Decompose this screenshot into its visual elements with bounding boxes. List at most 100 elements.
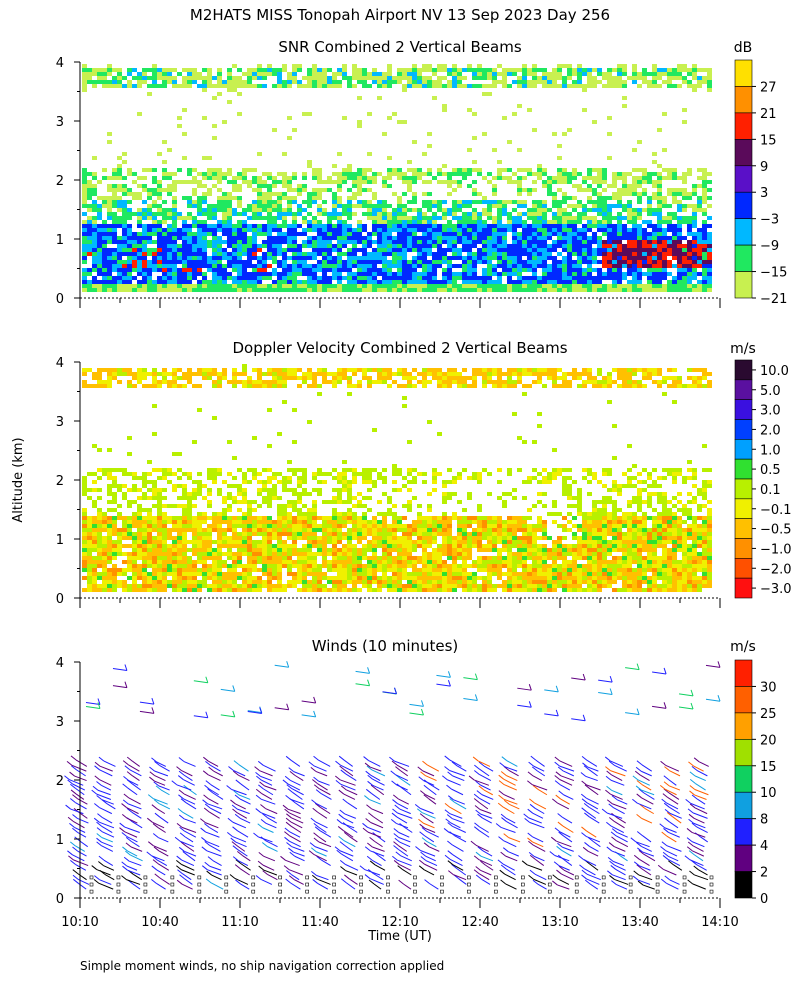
snr-cell: [492, 240, 497, 244]
doppler-cell: [292, 520, 297, 524]
snr-cell: [302, 280, 307, 284]
snr-cell: [472, 280, 477, 284]
snr-cell: [537, 284, 542, 288]
snr-cell: [432, 228, 437, 232]
snr-cell: [417, 72, 422, 76]
doppler-cell: [187, 584, 192, 588]
doppler-cell: [107, 368, 112, 372]
snr-cell: [607, 220, 612, 224]
snr-cell: [607, 240, 612, 244]
doppler-cell: [202, 576, 207, 580]
snr-cell: [362, 272, 367, 276]
snr-cell: [642, 248, 647, 252]
snr-cell: [617, 80, 622, 84]
snr-cell: [112, 76, 117, 80]
snr-cell: [487, 280, 492, 284]
snr-cell: [142, 284, 147, 288]
snr-cell: [347, 176, 352, 180]
snr-cell: [127, 248, 132, 252]
snr-cell: [312, 72, 317, 76]
snr-cell: [387, 280, 392, 284]
doppler-cell: [197, 516, 202, 520]
snr-cell: [637, 140, 642, 144]
doppler-cell: [137, 524, 142, 528]
doppler-cell: [282, 384, 287, 388]
snr-cell: [342, 64, 347, 68]
snr-cell: [87, 192, 92, 196]
snr-cell: [637, 232, 642, 236]
doppler-cell: [187, 580, 192, 584]
snr-cell: [257, 184, 262, 188]
snr-cell: [197, 280, 202, 284]
snr-cell: [517, 240, 522, 244]
snr-cell: [602, 172, 607, 176]
snr-cell: [557, 176, 562, 180]
snr-cell: [317, 80, 322, 84]
snr-cell: [277, 252, 282, 256]
snr-cell: [447, 84, 452, 88]
doppler-cell: [112, 552, 117, 556]
snr-cell: [607, 252, 612, 256]
snr-cell: [482, 208, 487, 212]
doppler-cell: [247, 468, 252, 472]
snr-cell: [187, 68, 192, 72]
doppler-cell: [142, 472, 147, 476]
snr-cell: [277, 192, 282, 196]
snr-cell: [442, 172, 447, 176]
snr-cell: [367, 208, 372, 212]
doppler-cell: [272, 472, 277, 476]
doppler-cell: [107, 556, 112, 560]
snr-cell: [567, 240, 572, 244]
snr-cell: [652, 280, 657, 284]
snr-cell: [267, 256, 272, 260]
snr-cell: [97, 212, 102, 216]
doppler-cell: [187, 500, 192, 504]
snr-cell: [192, 276, 197, 280]
snr-cell: [82, 272, 87, 276]
snr-cell: [212, 248, 217, 252]
snr-cell: [517, 204, 522, 208]
snr-cell: [127, 264, 132, 268]
snr-cell: [422, 180, 427, 184]
snr-cell: [607, 132, 612, 136]
doppler-cell: [212, 556, 217, 560]
doppler-cell: [142, 376, 147, 380]
doppler-cell: [272, 584, 277, 588]
snr-cell: [647, 280, 652, 284]
doppler-cell: [227, 528, 232, 532]
snr-cell: [552, 268, 557, 272]
snr-cell: [532, 208, 537, 212]
snr-cell: [282, 172, 287, 176]
doppler-cell: [82, 512, 87, 516]
snr-cell: [627, 228, 632, 232]
snr-cell: [472, 188, 477, 192]
snr-cell: [342, 220, 347, 224]
doppler-cell: [262, 536, 267, 540]
snr-cell: [697, 248, 702, 252]
doppler-cell: [222, 520, 227, 524]
snr-cell: [672, 240, 677, 244]
snr-cell: [697, 176, 702, 180]
snr-cell: [512, 172, 517, 176]
doppler-cell: [152, 468, 157, 472]
snr-cell: [582, 68, 587, 72]
snr-cell: [447, 228, 452, 232]
snr-cell: [237, 112, 242, 116]
snr-cell: [332, 164, 337, 168]
snr-cell: [272, 252, 277, 256]
snr-cell: [682, 172, 687, 176]
doppler-cell: [277, 576, 282, 580]
doppler-cell: [97, 496, 102, 500]
snr-cell: [452, 68, 457, 72]
doppler-cell: [82, 520, 87, 524]
snr-cell: [462, 268, 467, 272]
snr-cell: [607, 248, 612, 252]
doppler-cell: [267, 468, 272, 472]
snr-cell: [537, 244, 542, 248]
doppler-cell: [247, 504, 252, 508]
snr-cell: [97, 228, 102, 232]
doppler-cell: [132, 548, 137, 552]
snr-cell: [532, 224, 537, 228]
snr-cell: [667, 224, 672, 228]
doppler-cell: [307, 420, 312, 424]
